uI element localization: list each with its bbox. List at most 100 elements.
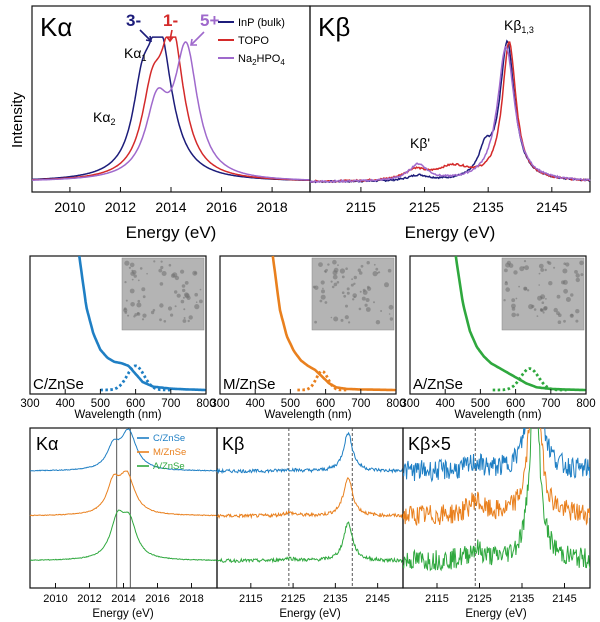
title-bot-kbeta5: Kβ×5 xyxy=(408,434,451,454)
xlabel-top-kbeta: Energy (eV) xyxy=(405,223,496,242)
tem-particle xyxy=(348,321,351,324)
tem-particle xyxy=(345,304,348,308)
tem-particle xyxy=(373,263,376,266)
tem-particle xyxy=(352,298,355,301)
xtick-label-abs-m-800: 800 xyxy=(386,398,405,410)
ticks-group-bot-kbeta5: 2115 2125 2135 2145 xyxy=(425,583,577,605)
xtick-label-abs-c-300: 300 xyxy=(20,398,39,410)
tem-particle xyxy=(320,280,325,285)
tem-particle xyxy=(513,270,518,275)
tem-particle xyxy=(378,271,381,274)
tem-particle xyxy=(548,281,553,286)
series-group-abs-m xyxy=(271,255,396,392)
tem-particle xyxy=(340,318,344,322)
tem-particle xyxy=(330,316,333,319)
tem-particle xyxy=(324,301,328,304)
tem-particle xyxy=(508,263,514,268)
tem-particle xyxy=(150,310,155,315)
tem-particle xyxy=(557,320,562,325)
tem-particle xyxy=(580,273,584,277)
tem-particle xyxy=(366,285,370,289)
annot-kbeta-prime: Kβ' xyxy=(410,135,430,151)
tem-particle xyxy=(129,288,135,294)
tem-particle xyxy=(160,265,164,270)
title-bot-kalpha: Kα xyxy=(36,434,58,454)
tem-particle xyxy=(141,318,145,321)
tem-particle xyxy=(194,304,200,310)
tem-particle xyxy=(320,294,326,300)
tem-particle xyxy=(569,313,574,318)
tem-particle xyxy=(322,287,324,290)
label-abs-a: A/ZnSe xyxy=(413,376,463,393)
xtick-label-bot-kalpha-2018: 2018 xyxy=(179,593,203,605)
ticks-group-abs-c: 300 400 500 600 700 800 xyxy=(20,389,216,410)
xtick-label-abs-a-300: 300 xyxy=(400,398,419,410)
tem-particle xyxy=(575,319,579,323)
xtick-label-bot-kbeta-2115: 2115 xyxy=(239,593,263,605)
absorption-line-abs-a xyxy=(454,255,586,392)
xlabel-top-kalpha: Energy (eV) xyxy=(126,223,217,242)
tem-particle xyxy=(134,313,138,317)
tem-particle xyxy=(388,304,394,310)
series-group-abs-c xyxy=(78,255,206,392)
frame-bot-kbeta xyxy=(216,427,404,589)
tem-particle xyxy=(139,267,143,270)
tem-particle xyxy=(170,313,174,317)
annot-kalpha2: Kα2 xyxy=(93,109,115,127)
legend-label-naphos: Na2HPO4 xyxy=(238,53,285,67)
xtick-label-abs-a-600: 600 xyxy=(506,398,525,410)
tem-particle xyxy=(124,260,130,266)
tem-particle xyxy=(546,260,550,264)
series-line-bot-kbeta-a-znse xyxy=(216,521,404,564)
series-line-bot-kalpha-a-znse xyxy=(29,509,218,562)
tem-particle xyxy=(524,265,529,271)
tem-particle xyxy=(325,268,328,272)
tem-particle xyxy=(542,311,545,314)
tem-particle xyxy=(182,319,187,323)
tem-particle xyxy=(195,301,198,304)
panel-abs-m: 300 400 500 600 700 800 M/ZnSe Wavelength (nm… xyxy=(210,255,406,421)
tem-particle xyxy=(565,262,570,267)
tem-particle xyxy=(339,268,345,274)
tem-particle xyxy=(518,285,520,288)
title-top-kbeta: Kβ xyxy=(318,12,350,42)
series-group-top-kbeta xyxy=(309,39,591,184)
xlabel-bot-kbeta: Energy (eV) xyxy=(279,608,341,620)
tem-particle xyxy=(357,268,361,272)
tem-particle xyxy=(511,307,516,311)
tem-particle xyxy=(360,264,364,268)
tem-particle xyxy=(540,308,543,311)
series-line-top-kbeta-topo xyxy=(309,41,591,183)
frame-top-kbeta xyxy=(309,5,591,193)
tem-particle xyxy=(168,263,172,267)
tem-particle xyxy=(570,293,574,297)
tem-particle xyxy=(188,315,193,320)
series-group-bot-kbeta5 xyxy=(403,428,590,572)
tem-particle xyxy=(575,309,580,314)
tem-particle xyxy=(337,264,339,266)
tem-particle xyxy=(182,288,186,293)
tem-particle xyxy=(332,274,338,280)
absorption-line-abs-m xyxy=(271,255,396,392)
xtick-label-abs-c-600: 600 xyxy=(126,398,145,410)
tem-particle xyxy=(142,313,147,318)
tem-particle xyxy=(176,293,181,298)
tem-particle xyxy=(187,319,190,323)
tem-particle xyxy=(318,262,323,267)
tem-particle xyxy=(563,262,566,266)
tem-particle xyxy=(389,317,394,321)
xtick-label-top-kalpha-2010: 2010 xyxy=(54,199,85,215)
tem-particle xyxy=(505,262,511,268)
arrowhead-minus1 xyxy=(166,36,174,43)
tem-particle xyxy=(358,307,362,311)
tem-particle xyxy=(562,268,568,274)
tem-particle xyxy=(314,320,317,324)
tem-particle xyxy=(336,281,340,284)
xlabel-bot-kbeta5: Energy (eV) xyxy=(465,608,527,620)
xtick-label-bot-kalpha-2012: 2012 xyxy=(77,593,101,605)
tem-particle xyxy=(387,268,392,273)
tem-particle xyxy=(127,314,130,317)
tem-particle xyxy=(184,281,189,285)
tem-particle xyxy=(346,287,350,291)
tem-particle xyxy=(350,283,354,287)
